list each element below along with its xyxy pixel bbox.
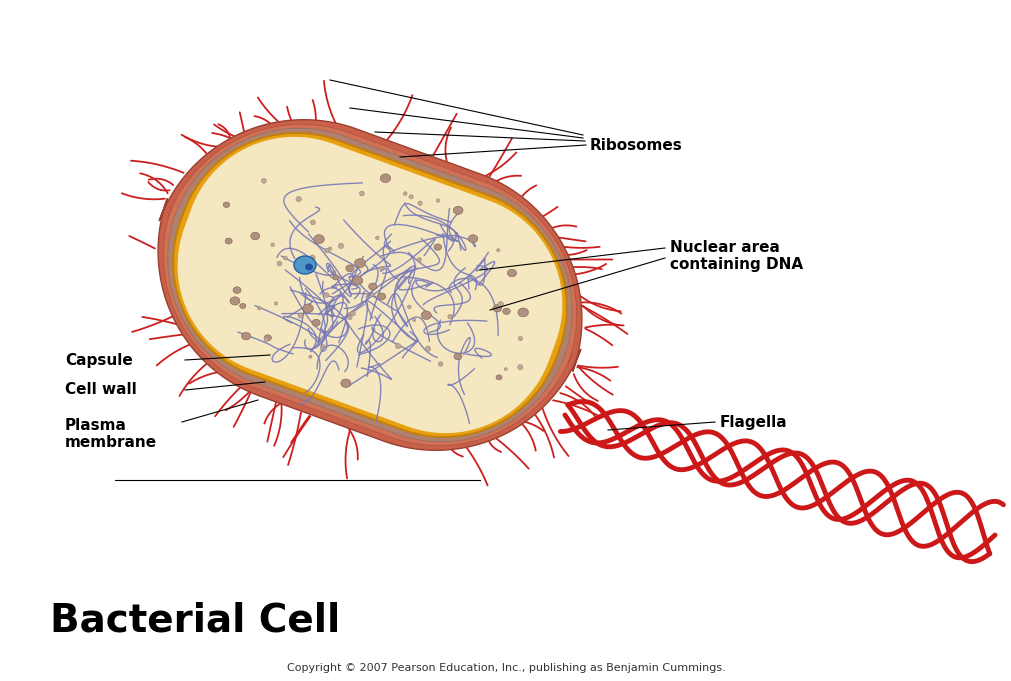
Ellipse shape: [352, 276, 362, 285]
Ellipse shape: [257, 306, 261, 310]
Ellipse shape: [297, 313, 302, 318]
Ellipse shape: [310, 220, 315, 225]
Ellipse shape: [354, 259, 365, 268]
Ellipse shape: [333, 275, 339, 280]
Ellipse shape: [434, 244, 441, 250]
Ellipse shape: [495, 375, 501, 380]
Ellipse shape: [375, 236, 379, 240]
Ellipse shape: [240, 303, 246, 308]
Ellipse shape: [517, 364, 523, 370]
Ellipse shape: [395, 343, 400, 349]
Text: Nuclear area
containing DNA: Nuclear area containing DNA: [669, 240, 803, 272]
Ellipse shape: [377, 293, 385, 300]
Polygon shape: [254, 244, 426, 406]
Ellipse shape: [242, 332, 251, 340]
Ellipse shape: [294, 256, 315, 274]
Ellipse shape: [302, 304, 313, 313]
Ellipse shape: [329, 247, 332, 251]
Ellipse shape: [341, 379, 351, 387]
Ellipse shape: [313, 235, 324, 244]
Ellipse shape: [325, 249, 329, 253]
Text: Flagella: Flagella: [719, 415, 787, 430]
Ellipse shape: [425, 346, 431, 351]
Ellipse shape: [359, 191, 364, 196]
Text: Bacterial Cell: Bacterial Cell: [50, 601, 340, 639]
Ellipse shape: [503, 368, 507, 370]
Ellipse shape: [283, 256, 287, 260]
Ellipse shape: [350, 311, 355, 316]
Ellipse shape: [271, 243, 274, 247]
Ellipse shape: [346, 265, 354, 272]
Ellipse shape: [418, 201, 422, 206]
Ellipse shape: [308, 355, 311, 358]
Polygon shape: [173, 133, 566, 437]
Polygon shape: [168, 128, 571, 442]
Ellipse shape: [379, 266, 383, 270]
Ellipse shape: [311, 319, 319, 326]
Text: Capsule: Capsule: [65, 353, 132, 368]
Ellipse shape: [518, 308, 528, 317]
Ellipse shape: [370, 293, 374, 297]
Ellipse shape: [277, 261, 282, 266]
Ellipse shape: [274, 302, 277, 305]
Ellipse shape: [299, 260, 304, 264]
Ellipse shape: [497, 302, 502, 307]
Polygon shape: [178, 137, 562, 433]
Ellipse shape: [251, 232, 260, 240]
Ellipse shape: [380, 174, 390, 183]
Ellipse shape: [348, 315, 352, 319]
Polygon shape: [163, 125, 576, 445]
Ellipse shape: [492, 304, 501, 312]
Ellipse shape: [408, 195, 412, 199]
Ellipse shape: [502, 308, 510, 315]
Ellipse shape: [407, 305, 410, 308]
Ellipse shape: [453, 206, 462, 215]
Ellipse shape: [264, 335, 271, 340]
Ellipse shape: [412, 319, 416, 321]
Ellipse shape: [421, 311, 431, 319]
Ellipse shape: [454, 353, 461, 360]
Ellipse shape: [368, 283, 376, 290]
Text: Plasma
membrane: Plasma membrane: [65, 418, 157, 450]
Ellipse shape: [518, 336, 522, 340]
Polygon shape: [158, 120, 581, 450]
Ellipse shape: [403, 192, 406, 195]
Ellipse shape: [229, 297, 240, 305]
Ellipse shape: [309, 255, 314, 260]
Text: Cell wall: Cell wall: [65, 383, 136, 398]
Ellipse shape: [233, 287, 241, 294]
Ellipse shape: [496, 249, 499, 252]
Ellipse shape: [417, 257, 422, 262]
Ellipse shape: [224, 238, 232, 244]
Ellipse shape: [261, 178, 266, 183]
Ellipse shape: [264, 337, 268, 342]
Ellipse shape: [296, 196, 301, 202]
Ellipse shape: [507, 269, 516, 277]
Ellipse shape: [438, 362, 443, 366]
Ellipse shape: [436, 199, 440, 202]
Ellipse shape: [324, 293, 329, 298]
Ellipse shape: [448, 315, 452, 319]
Ellipse shape: [304, 264, 312, 270]
Ellipse shape: [223, 202, 229, 208]
Ellipse shape: [348, 313, 351, 316]
Ellipse shape: [338, 243, 344, 249]
Text: Copyright © 2007 Pearson Education, Inc., publishing as Benjamin Cummings.: Copyright © 2007 Pearson Education, Inc.…: [286, 663, 725, 673]
Ellipse shape: [468, 235, 477, 242]
Ellipse shape: [321, 345, 325, 348]
Text: Ribosomes: Ribosomes: [589, 138, 682, 153]
